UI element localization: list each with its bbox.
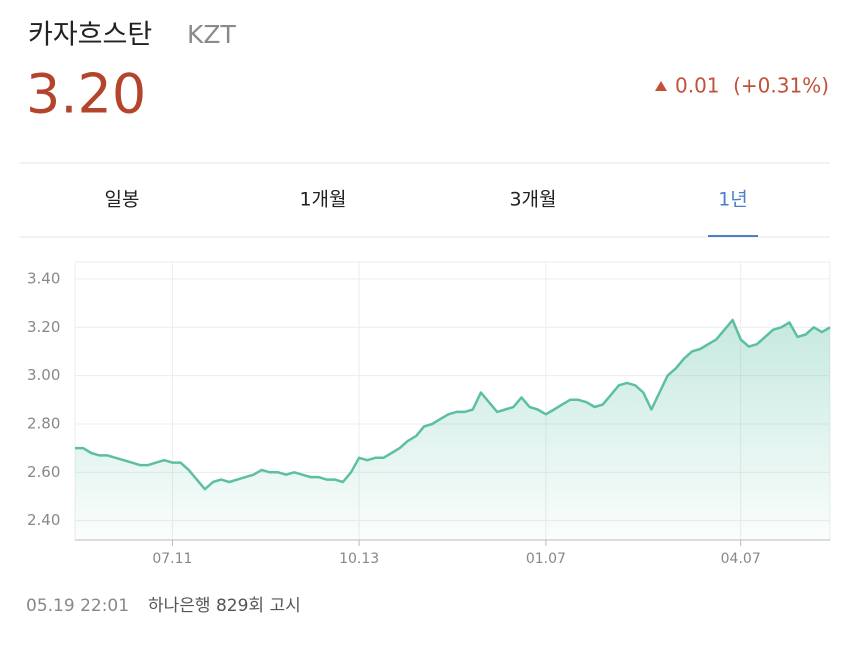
- tab[interactable]: 1년: [718, 189, 748, 211]
- source: 하나은행 829회 고시: [148, 596, 301, 616]
- tabs: 일봉 1개월 3개월 1년: [105, 189, 758, 237]
- up-arrow: [655, 81, 667, 91]
- y-tick-label: 3.40: [27, 269, 60, 287]
- area: [75, 320, 830, 540]
- y-tick-label: 2.60: [27, 463, 60, 481]
- tab[interactable]: 3개월: [509, 189, 556, 211]
- line: [75, 318, 831, 491]
- x-tick-label: 04.07: [721, 551, 761, 567]
- x-tick-label: 10.13: [339, 551, 379, 567]
- update-time: 05.19 22:01: [26, 596, 129, 616]
- currency-code: KZT: [187, 20, 237, 49]
- x-tick-label: 01.07: [526, 551, 566, 567]
- tab[interactable]: 1개월: [299, 189, 346, 211]
- y-tick-label: 3.00: [27, 366, 60, 384]
- price: 3.20: [26, 63, 146, 126]
- x-tick-label: 07.11: [152, 551, 192, 567]
- y-tick-label: 2.40: [27, 511, 60, 529]
- y-tick-label: 3.20: [27, 318, 60, 336]
- tab[interactable]: 일봉: [105, 189, 140, 211]
- y-tick-label: 2.80: [27, 414, 60, 432]
- chart: 2.40 2.60 2.80 3.00 3.20 3.40 07.11 10.13 01.07 0…: [27, 261, 831, 567]
- change-percent: (+0.31%): [733, 74, 829, 98]
- country: 카자흐스탄: [28, 20, 152, 51]
- change: 0.01: [675, 74, 720, 98]
